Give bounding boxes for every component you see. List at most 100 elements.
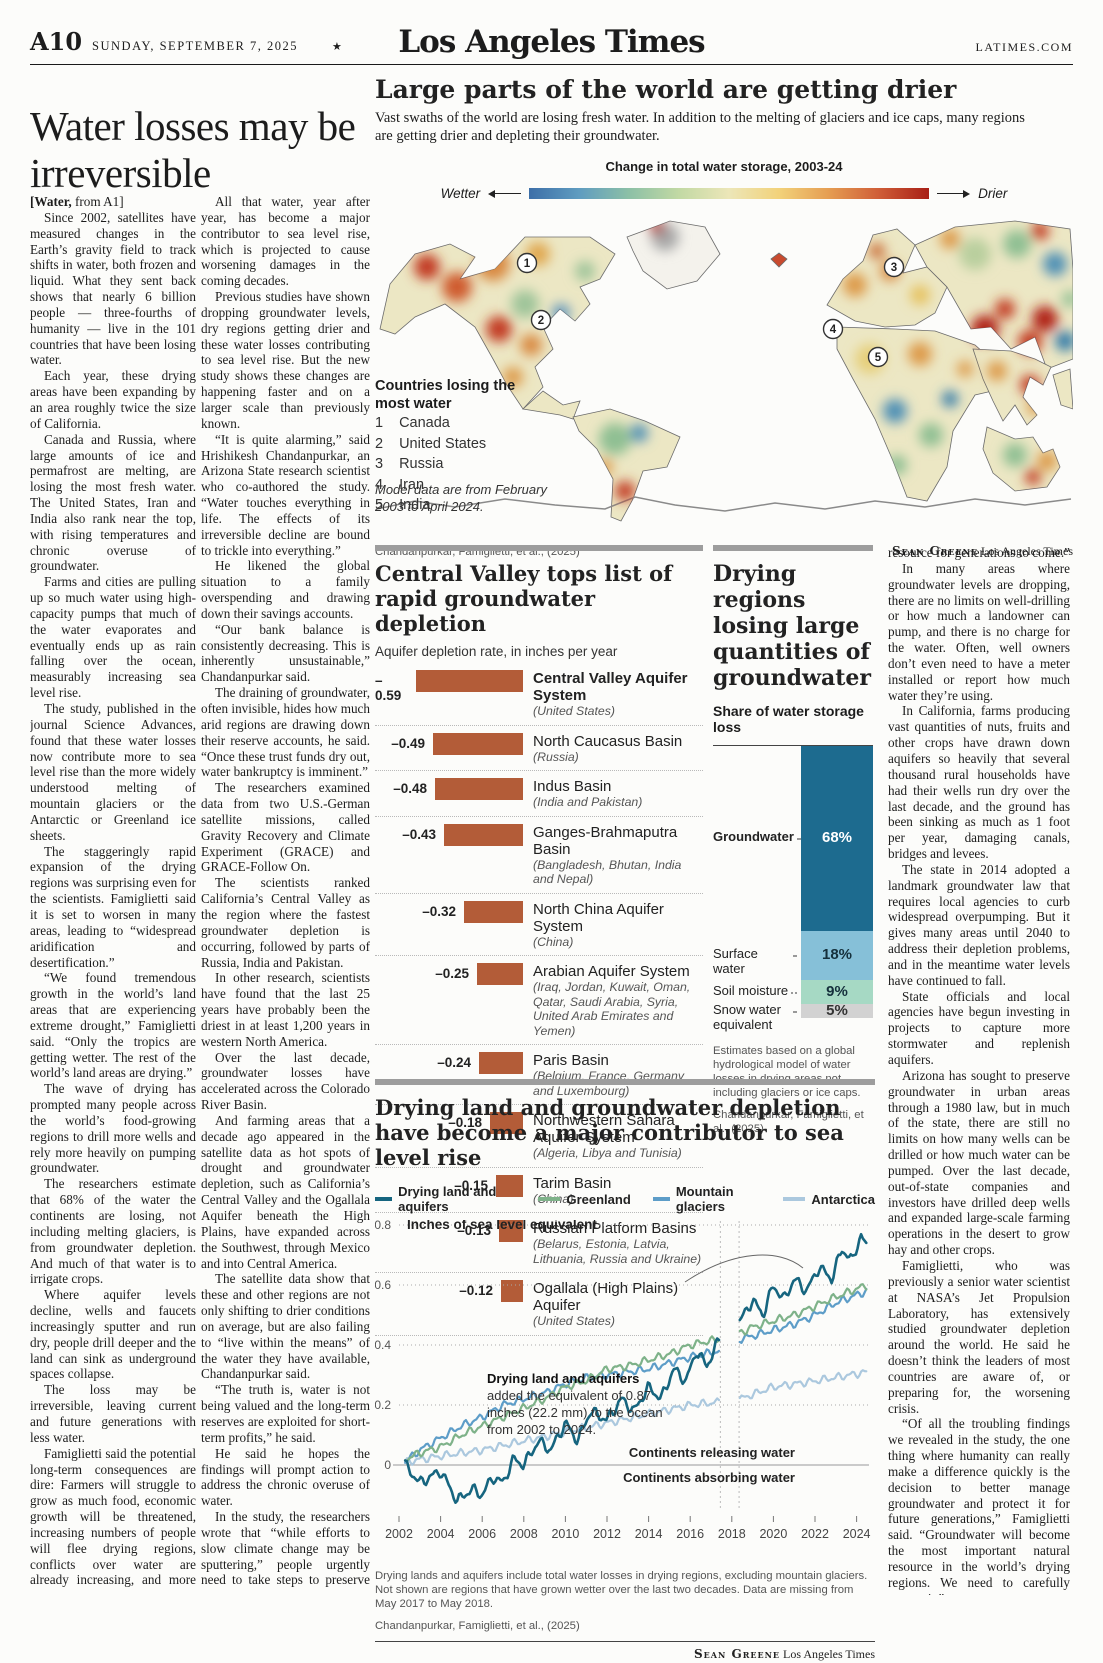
line-chart-legend: Drying land and aquifers Greenland Mountai… (375, 1184, 875, 1214)
marker-united-states: 2 (530, 309, 552, 331)
bar (477, 963, 523, 985)
edition-star-icon: ★ (331, 41, 342, 53)
svg-text:Continents releasing water: Continents releasing water (629, 1445, 795, 1460)
bar-row: –0.43 Ganges-Brahmaputra Basin (Bangladesh… (375, 817, 703, 894)
bar-row: –0.32 North China Aquifer System (China) (375, 894, 703, 956)
chart-annotation: Drying land and aquifers added the equiv… (487, 1371, 663, 1437)
article-paragraph: The wave of drying has prompted many peo… (30, 1081, 196, 1176)
article-paragraph: The researchers estimate that 68% of the… (30, 1176, 196, 1287)
article-paragraph: The satellite data show that these and o… (201, 1271, 370, 1382)
aquifer-countries: (United States) (533, 1314, 616, 1328)
bar-row: –0.48 Indus Basin (India and Pakistan) (375, 771, 703, 817)
bar-row: –0.59 Central Valley Aquifer System (Unite… (375, 663, 703, 726)
country-name: Canada (399, 415, 450, 431)
bar-value: –0.13 (457, 1223, 491, 1238)
article-column-3: resource for generations to come.” In man… (888, 545, 1070, 1595)
map-legend-title: Change in total water storage, 2003-24 (605, 159, 843, 174)
svg-text:2012: 2012 (593, 1527, 621, 1541)
map-section: Large parts of the world are getting dri… (375, 76, 1074, 559)
article-paragraph: “Of all the troubling findings we reveal… (888, 1416, 1070, 1595)
article-paragraph: “The truth is, water is not being valued… (201, 1382, 370, 1445)
country-rank: 4 (375, 476, 384, 493)
bar-value: –0.15 (454, 1177, 488, 1193)
svg-text:0.2: 0.2 (375, 1398, 391, 1412)
article-paragraph: Canada and Russia, where large amounts o… (30, 431, 196, 574)
legend-item: Antarctica (783, 1192, 875, 1207)
world-map: 1 2 3 4 5 Countries losing the most wate… (375, 209, 1074, 531)
country-name: United States (399, 435, 487, 452)
bar (499, 1220, 523, 1242)
article-paragraph: Famiglietti said the potential long-term… (30, 1445, 196, 1590)
legend-swatch (375, 1197, 393, 1201)
line-chart: 0 0.2 0.4 0.6 0.8 Inches of sea level equival… (374, 1217, 871, 1541)
page-header: A10 SUNDAY, SEPTEMBER 7, 2025 ★ Los Ange… (30, 24, 1073, 65)
marker-iran: 4 (822, 318, 844, 340)
bar-value: –0.12 (459, 1283, 493, 1298)
stack-segment: 18% (801, 930, 873, 980)
svg-text:2014: 2014 (635, 1527, 663, 1541)
line-chart-title: Drying land and groundwater depletion ha… (375, 1095, 844, 1170)
antarctica-outline (376, 496, 1072, 512)
country-rank-row: 4 Iran (375, 475, 545, 496)
marker-india: 5 (867, 346, 889, 368)
legend-item: Greenland (538, 1192, 631, 1207)
aquifer-countries: (Iraq, Jordan, Kuwait, Oman, Qatar, Saud… (533, 980, 691, 1038)
article-paragraph: The staggeringly rapid expansion of the … (30, 843, 196, 970)
segment-percent: 68% (821, 829, 853, 847)
bar (416, 670, 523, 692)
segment-percent: 9% (826, 983, 848, 1001)
bar (444, 823, 523, 846)
article-paragraph: He likened the global situation to a fam… (201, 558, 370, 621)
legend-item: Drying land and aquifers (375, 1184, 516, 1214)
svg-text:2020: 2020 (759, 1527, 787, 1541)
segment-label: Surface water (713, 946, 799, 976)
aquifer-name: Northwestern Sahara Aquifer System (533, 1112, 675, 1146)
bar (490, 1112, 523, 1134)
bar-value: –0.24 (437, 1055, 471, 1070)
bar (433, 732, 523, 755)
bar-row: –0.12 Ogallala (High Plains) Aquifer (Unit… (375, 1273, 703, 1336)
bar-value: –0.49 (391, 735, 425, 751)
continuation-kicker: [Water, from A1] (30, 194, 124, 209)
aquifer-countries: (India and Pakistan) (533, 795, 643, 809)
bar-row: –0.18 Northwestern Sahara Aquifer System(… (375, 1105, 703, 1168)
bar (464, 900, 523, 923)
bar-row: –0.49 North Caucasus Basin (Russia) (375, 726, 703, 771)
country-rank: 2 (375, 435, 384, 452)
aquifer-name: Russian Platform Basins (533, 1220, 697, 1237)
aquifer-name: Tarim Basin (533, 1174, 612, 1192)
segment-label: Groundwater (713, 829, 801, 844)
svg-text:2: 2 (538, 315, 544, 327)
svg-text:4: 4 (830, 324, 837, 336)
svg-text:5: 5 (875, 352, 882, 364)
aquifer-name: Central Valley Aquifer System (533, 670, 688, 704)
legend-swatch (783, 1197, 806, 1201)
bar-row: –0.13 Russian Platform Basins (Belarus, Es… (375, 1213, 703, 1273)
arrow-left-icon (488, 189, 522, 198)
bar-value: –0.59 (375, 673, 402, 703)
aquifer-countries: (Belarus, Estonia, Latvia, Lithuania, Ru… (533, 1237, 702, 1266)
aquifer-name: Ganges-Brahmaputra Basin (533, 823, 678, 858)
aquifer-name: North Caucasus Basin (533, 732, 683, 750)
country-rank: 1 (375, 415, 384, 431)
map-rank-markers: 1 2 3 4 5 (516, 252, 905, 368)
bar-row: –0.25 Arabian Aquifer System (Iraq, Jordan… (375, 956, 703, 1045)
article-paragraph: resource for generations to come.” (888, 545, 1070, 560)
section-divider-bar (375, 1079, 875, 1085)
stack-source: Chandanpurkar, Famiglietti, et al., (202… (713, 1109, 864, 1135)
legend-wetter-label: Wetter (440, 186, 481, 201)
country-rank: 3 (375, 456, 384, 472)
stacked-bar-chart: Groundwater Surface water Soil moisture Sno… (713, 745, 873, 1032)
article-paragraph: Previous studies have shown dropping gro… (201, 289, 370, 431)
country-name: Russia (399, 456, 444, 472)
map-model-note: Model data are from February 2003 to Apr… (375, 482, 547, 514)
stack-chart-subtitle: Share of water storage loss (713, 703, 864, 735)
article-headline: Water losses may be irreversible (30, 103, 356, 197)
article-paragraph: “We found tremendous growth in the world… (30, 970, 196, 1081)
article-paragraph: Farms and cities are pulling up so much … (30, 574, 196, 701)
world-map-svg: 1 2 3 4 5 (376, 220, 1074, 522)
article-paragraph: In many areas where groundwater levels a… (888, 560, 1070, 703)
bar (479, 1052, 523, 1074)
svg-text:2024: 2024 (843, 1527, 871, 1541)
stack-segment: 68% (801, 746, 873, 931)
